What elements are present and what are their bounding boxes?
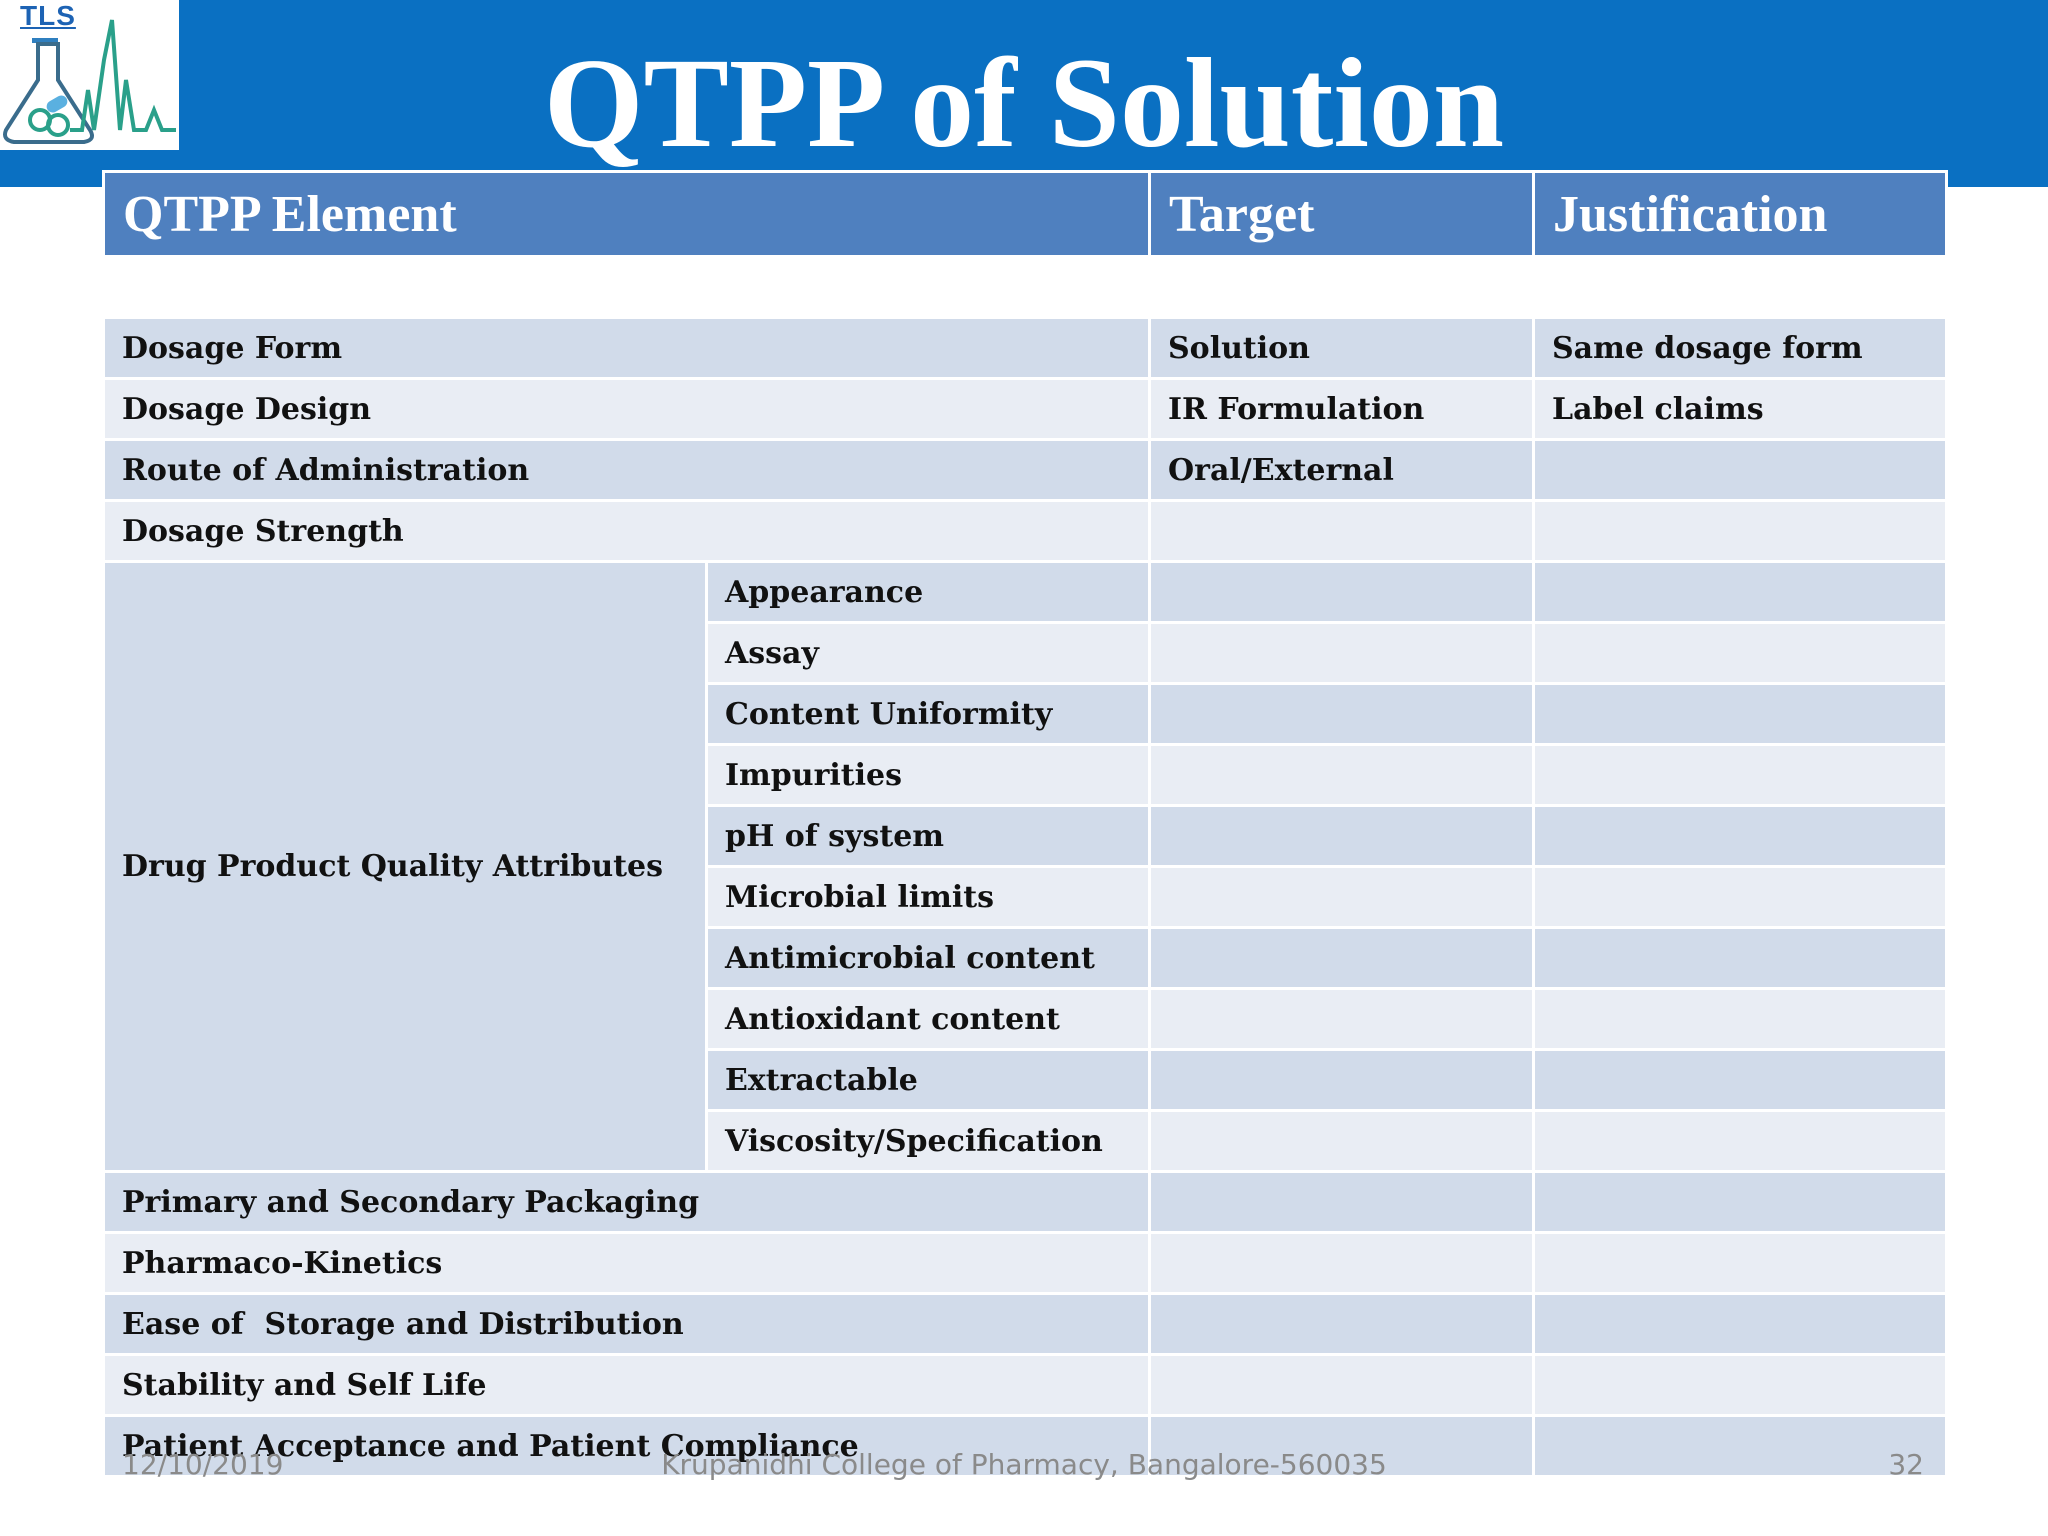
row-target — [1151, 685, 1533, 743]
table-row: Dosage Design IR Formulation Label claim… — [105, 380, 1946, 438]
row-target — [1151, 624, 1533, 682]
row-target — [1151, 563, 1533, 621]
table-row: Assay — [105, 624, 1946, 682]
row-target — [1151, 502, 1533, 560]
slide-title: QTPP of Solution — [543, 32, 1505, 174]
row-element: Dosage Design — [105, 380, 1149, 438]
table-row: Microbial limits — [105, 868, 1946, 926]
attribute-name: Assay — [708, 624, 1149, 682]
table-row: Content Uniformity — [105, 685, 1946, 743]
row-justification — [1535, 563, 1946, 621]
header-spacer — [105, 258, 1946, 316]
attribute-name: Viscosity/Specification — [708, 1112, 1149, 1170]
attribute-name: Appearance — [708, 563, 1149, 621]
row-justification — [1535, 1234, 1946, 1292]
table-row: Primary and Secondary Packaging — [105, 1173, 1946, 1231]
table-row: Patient Acceptance and Patient Complianc… — [105, 1417, 1946, 1475]
row-element: Route of Administration — [105, 441, 1149, 499]
row-justification — [1535, 746, 1946, 804]
row-element: Stability and Self Life — [105, 1356, 1149, 1414]
flask-logo-icon — [3, 19, 176, 144]
row-target — [1151, 1356, 1533, 1414]
table-row: Extractable — [105, 1051, 1946, 1109]
row-justification — [1535, 624, 1946, 682]
row-target — [1151, 1295, 1533, 1353]
row-element: Pharmaco-Kinetics — [105, 1234, 1149, 1292]
footer-page-number: 32 — [1888, 1448, 1924, 1481]
qtpp-table: QTPP Element Target Justification Dosage… — [102, 170, 1949, 1478]
attribute-name: Extractable — [708, 1051, 1149, 1109]
table-row: Dosage Form Solution Same dosage form — [105, 319, 1946, 377]
row-target — [1151, 1417, 1533, 1475]
attribute-name: Antimicrobial content — [708, 929, 1149, 987]
attribute-name: Antioxidant content — [708, 990, 1149, 1048]
row-justification — [1535, 1356, 1946, 1414]
row-element: Dosage Form — [105, 319, 1149, 377]
header-qtpp-element: QTPP Element — [105, 173, 1149, 255]
table-row: Route of Administration Oral/External — [105, 441, 1946, 499]
logo: TLS — [0, 0, 179, 150]
row-target — [1151, 929, 1533, 987]
attribute-name: pH of system — [708, 807, 1149, 865]
row-justification: Label claims — [1535, 380, 1946, 438]
row-justification: Same dosage form — [1535, 319, 1946, 377]
row-target: IR Formulation — [1151, 380, 1533, 438]
row-target — [1151, 1173, 1533, 1231]
row-justification — [1535, 1112, 1946, 1170]
header-band — [0, 0, 2048, 187]
table-row: Stability and Self Life — [105, 1356, 1946, 1414]
row-justification — [1535, 685, 1946, 743]
header-target: Target — [1151, 173, 1533, 255]
footer-date: 12/10/2019 — [122, 1448, 284, 1481]
row-target — [1151, 807, 1533, 865]
table-row: Drug Product Quality Attributes Appearan… — [105, 563, 1946, 1170]
row-target — [1151, 746, 1533, 804]
row-target — [1151, 868, 1533, 926]
header-justification: Justification — [1535, 173, 1946, 255]
row-justification — [1535, 441, 1946, 499]
attribute-name: Content Uniformity — [708, 685, 1149, 743]
row-target: Solution — [1151, 319, 1533, 377]
table-row: pH of system — [105, 807, 1946, 865]
table-row: Antimicrobial content — [105, 929, 1946, 987]
row-element: Primary and Secondary Packaging — [105, 1173, 1149, 1231]
table-header-row: QTPP Element Target Justification — [105, 173, 1946, 255]
row-justification — [1535, 868, 1946, 926]
table-row: Antioxidant content — [105, 990, 1946, 1048]
row-element: Ease of Storage and Distribution — [105, 1295, 1149, 1353]
row-justification — [1535, 502, 1946, 560]
row-element: Patient Acceptance and Patient Complianc… — [105, 1417, 1149, 1475]
row-target — [1151, 1234, 1533, 1292]
row-justification — [1535, 1051, 1946, 1109]
footer-institution: Krupanidhi College of Pharmacy, Bangalor… — [661, 1448, 1387, 1481]
table-row: Pharmaco-Kinetics — [105, 1234, 1946, 1292]
table-row: Ease of Storage and Distribution — [105, 1295, 1946, 1353]
row-justification — [1535, 807, 1946, 865]
table-row: Viscosity/Specification — [105, 1112, 1946, 1170]
attribute-name: Impurities — [708, 746, 1149, 804]
row-justification — [1535, 929, 1946, 987]
row-justification — [1535, 990, 1946, 1048]
row-target — [1151, 990, 1533, 1048]
table-row: Impurities — [105, 746, 1946, 804]
row-target: Oral/External — [1151, 441, 1533, 499]
logo-text: TLS — [20, 0, 76, 31]
row-target — [1151, 1112, 1533, 1170]
table-row: Dosage Strength — [105, 502, 1946, 560]
row-target — [1151, 1051, 1533, 1109]
row-justification — [1535, 1173, 1946, 1231]
row-element: Dosage Strength — [105, 502, 1149, 560]
group-label: Drug Product Quality Attributes — [105, 563, 705, 1170]
row-justification — [1535, 1295, 1946, 1353]
attribute-name: Microbial limits — [708, 868, 1149, 926]
row-justification — [1535, 1417, 1946, 1475]
